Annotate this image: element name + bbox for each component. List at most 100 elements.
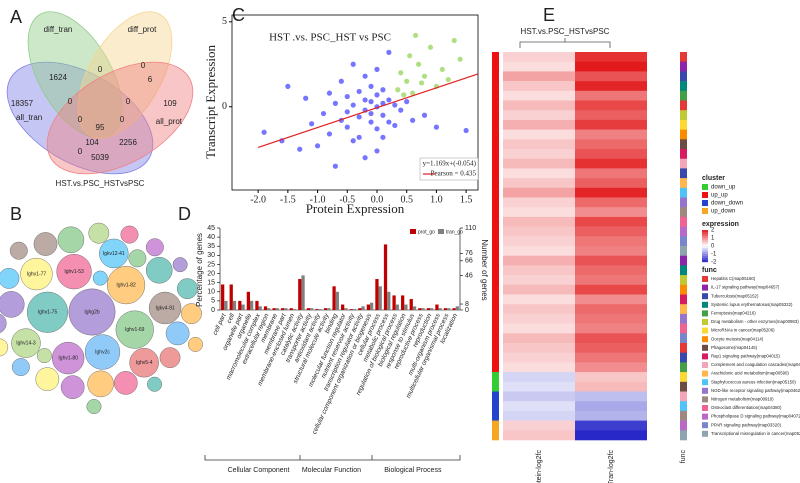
point: [314, 143, 321, 149]
y-tick-label: 10: [207, 289, 215, 296]
bar: [335, 291, 339, 310]
cluster-cell: [492, 216, 499, 227]
func-cell: [680, 129, 687, 140]
point: [404, 78, 410, 84]
colorbar-step: [702, 260, 708, 263]
legend-label: MicroRNAs in cancer(map05206): [711, 328, 775, 333]
point: [421, 112, 428, 118]
bubble: [107, 266, 146, 305]
legend-label: Arachidonic acid metabolism(map00590): [711, 371, 789, 376]
point: [332, 163, 338, 169]
heat-cell: [575, 207, 647, 218]
bubble: [88, 222, 110, 244]
bubble: [20, 257, 53, 291]
colorbar-step: [702, 246, 708, 249]
heat-cell: [575, 255, 647, 266]
bubble-label: Igkv4-91: [156, 305, 175, 311]
colorbar-step: [702, 256, 708, 259]
colorbar-label: 2: [711, 228, 715, 234]
legend-label: IL-17 signaling pathway(map04657): [711, 285, 780, 290]
bar: [409, 299, 413, 310]
heat-cell: [503, 149, 575, 159]
heat-cell: [503, 178, 575, 189]
func-cell: [680, 149, 687, 159]
func-cell: [680, 139, 687, 150]
bar: [224, 300, 228, 310]
heat-cell: [503, 52, 575, 62]
bar: [370, 302, 374, 310]
point: [338, 78, 344, 84]
cluster-cell: [492, 381, 499, 392]
cluster-cell: [492, 197, 499, 208]
y-tick-label: 20: [207, 270, 215, 277]
region-count: 0: [120, 115, 125, 124]
colorbar-step: [702, 234, 708, 237]
point: [451, 37, 457, 44]
bubble: [181, 303, 202, 324]
func-cell: [680, 381, 687, 392]
bar: [426, 308, 430, 310]
func-cell: [680, 372, 687, 383]
point: [398, 107, 404, 113]
heat-cell: [503, 207, 575, 218]
legend-label: down_up: [711, 185, 736, 191]
heat-cell: [575, 110, 647, 121]
set-label: all_prot: [156, 117, 183, 126]
point: [368, 83, 374, 89]
bubble: [115, 310, 154, 349]
heat-cell: [575, 275, 647, 286]
bar: [323, 308, 328, 310]
bubble: [120, 225, 139, 244]
colorbar-step: [702, 252, 708, 255]
heat-cell: [575, 168, 647, 179]
cluster-cell: [492, 391, 499, 402]
point: [344, 93, 350, 100]
bubble: [86, 399, 102, 414]
heat-cell: [575, 391, 647, 402]
panel-letter: A: [10, 7, 22, 27]
bar: [378, 286, 382, 310]
bar: [318, 309, 322, 310]
colorbar-step: [702, 258, 708, 261]
heat-cell: [503, 265, 575, 276]
legend-label: Nitrogen metabolism(map00910): [711, 397, 774, 402]
legend-label: Osteoclast differentiation(map04380): [711, 405, 782, 410]
colorbar-step: [702, 236, 708, 239]
func-cell: [680, 226, 687, 237]
point: [407, 53, 413, 59]
colorbar-step: [702, 232, 708, 235]
legend-swatch: [702, 396, 708, 403]
y-tick-label: 30: [207, 252, 215, 259]
region-count: 0: [126, 97, 131, 106]
func-cell: [680, 197, 687, 208]
cluster-cell: [492, 420, 499, 431]
legend-title: cluster: [702, 175, 725, 182]
bubble: [172, 257, 188, 273]
cluster-cell: [492, 410, 499, 421]
legend-swatch: [702, 387, 708, 394]
x-tick-label: 1.0: [430, 194, 443, 205]
cluster-cell: [492, 284, 499, 295]
x-tick-label: 0.0: [371, 194, 384, 205]
bubble: [87, 370, 114, 398]
point: [362, 97, 368, 103]
y2-axis-label: Number of genes: [480, 239, 489, 300]
cluster-cell: [492, 246, 499, 256]
cluster-cell: [492, 236, 499, 247]
point: [386, 97, 392, 103]
point: [368, 110, 374, 117]
point: [404, 99, 410, 105]
bar: [361, 306, 365, 310]
y-axis-label: Transcript Expression: [203, 45, 218, 159]
colorbar-label: 1: [711, 236, 715, 242]
legend-swatch: [702, 336, 708, 343]
legend-label: PPAR signaling pathway(map03320): [711, 422, 781, 427]
heat-cell: [503, 430, 575, 441]
cluster-cell: [492, 149, 499, 159]
bubble: [177, 278, 198, 299]
legend-swatch: [702, 200, 708, 206]
heat-cell: [575, 410, 647, 421]
heat-cell: [575, 401, 647, 412]
cluster-cell: [492, 343, 499, 353]
legend-label: tran_go: [446, 229, 463, 235]
